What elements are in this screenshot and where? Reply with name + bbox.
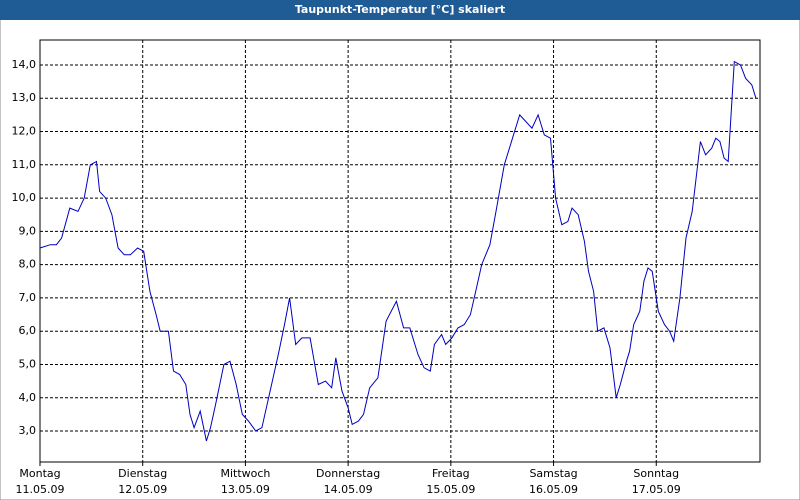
x-tick-date: 17.05.09 [632, 483, 681, 496]
x-tick-date: 16.05.09 [529, 483, 578, 496]
chart-title: Taupunkt-Temperatur [°C] skaliert [295, 3, 505, 16]
x-tick-date: 14.05.09 [324, 483, 373, 496]
y-tick-label: 11,0 [12, 158, 37, 171]
plot-frame [39, 39, 761, 463]
y-tick-label: 3,0 [19, 424, 37, 437]
y-tick-label: 10,0 [12, 191, 37, 204]
x-tick-date: 15.05.09 [426, 483, 475, 496]
y-tick-label: 9,0 [19, 224, 37, 237]
x-tick-label: Samstag [529, 467, 577, 480]
y-tick-label: 4,0 [19, 391, 37, 404]
y-tick-label: 13,0 [12, 91, 37, 104]
x-tick-label: Donnerstag [316, 467, 380, 480]
x-tick-label: Dienstag [118, 467, 167, 480]
y-tick-label: 6,0 [19, 324, 37, 337]
y-tick-label: 14,0 [12, 58, 37, 71]
y-tick-label: 7,0 [19, 291, 37, 304]
x-tick-date: 12.05.09 [118, 483, 167, 496]
x-tick-date: 13.05.09 [221, 483, 270, 496]
line-series [39, 60, 757, 442]
x-tick-label: Montag [19, 467, 60, 480]
title-bar [0, 0, 800, 20]
x-tick-label: Freitag [432, 467, 470, 480]
x-tick-label: Sonntag [633, 467, 679, 480]
x-tick-date: 11.05.09 [16, 483, 65, 496]
y-tick-label: 8,0 [19, 258, 37, 271]
y-tick-label: 5,0 [19, 357, 37, 370]
x-tick-label: Mittwoch [220, 467, 270, 480]
y-tick-label: 12,0 [12, 125, 37, 138]
